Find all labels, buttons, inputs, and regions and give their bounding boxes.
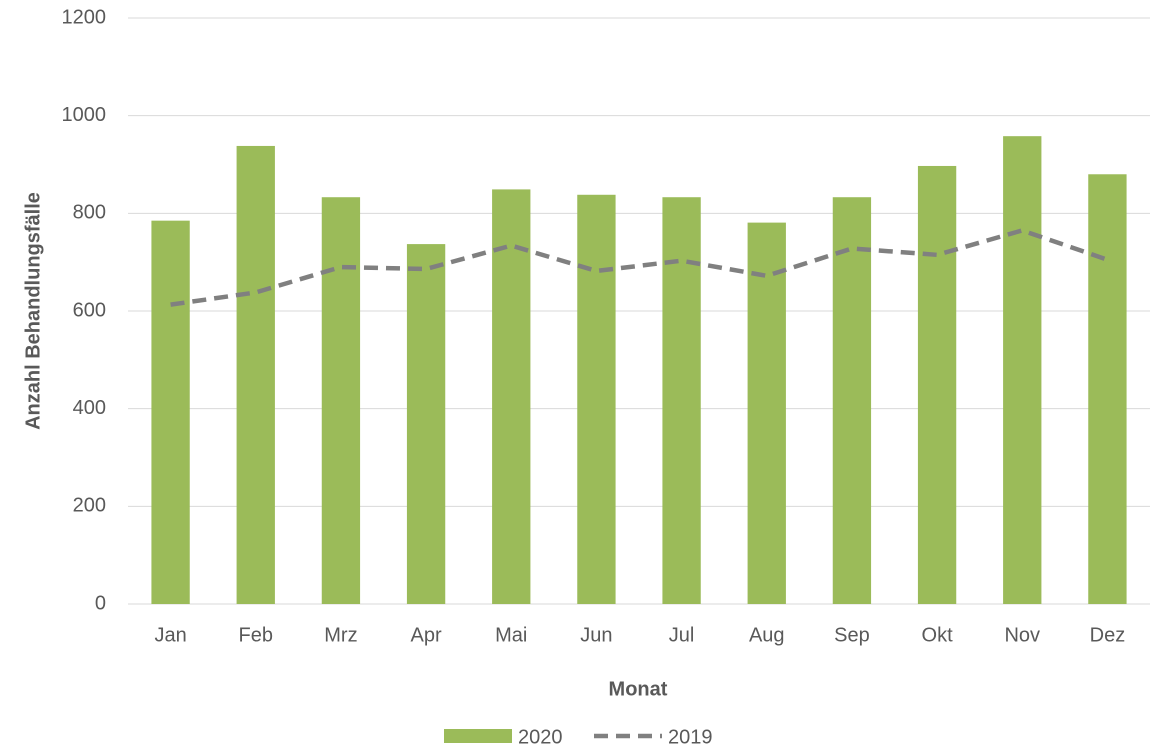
bar bbox=[321, 197, 361, 605]
x-tick-label: Jun bbox=[580, 624, 612, 646]
bar bbox=[577, 194, 616, 604]
bar bbox=[1088, 174, 1127, 604]
bar bbox=[1003, 136, 1042, 604]
x-tick-label: Jul bbox=[669, 624, 695, 646]
y-tick-label: 1200 bbox=[62, 6, 107, 28]
y-axis-label: Anzahl Behandlungsfälle bbox=[22, 192, 44, 430]
bar bbox=[917, 165, 957, 604]
x-tick-label: Aug bbox=[749, 624, 785, 646]
x-tick-label: Jan bbox=[154, 624, 186, 646]
x-tick-label: Sep bbox=[834, 624, 870, 646]
x-tick-label: Feb bbox=[239, 624, 273, 646]
bar bbox=[662, 197, 701, 605]
x-axis-label: Monat bbox=[609, 678, 668, 700]
y-tick-label: 1000 bbox=[62, 104, 107, 126]
y-tick-label: 0 bbox=[95, 592, 106, 614]
x-tick-label: Dez bbox=[1090, 624, 1126, 646]
y-tick-label: 800 bbox=[73, 202, 106, 224]
x-tick-label: Mrz bbox=[324, 624, 357, 646]
bar bbox=[832, 197, 872, 605]
x-tick-label: Mai bbox=[495, 624, 527, 646]
bar bbox=[236, 145, 275, 604]
bar bbox=[747, 222, 786, 604]
bar bbox=[406, 244, 446, 604]
legend-label: 2020 bbox=[518, 726, 563, 748]
line bbox=[170, 228, 1109, 307]
x-tick-label: Okt bbox=[922, 624, 954, 646]
y-tick-label: 200 bbox=[73, 495, 106, 517]
x-tick-label: Apr bbox=[411, 624, 442, 646]
legend-swatch bbox=[444, 729, 512, 743]
y-tick-label: 400 bbox=[73, 397, 106, 419]
bar bbox=[492, 189, 531, 604]
x-tick-label: Nov bbox=[1004, 624, 1040, 646]
legend-label: 2019 bbox=[668, 726, 713, 748]
bar bbox=[151, 220, 190, 605]
y-tick-label: 600 bbox=[73, 299, 106, 321]
